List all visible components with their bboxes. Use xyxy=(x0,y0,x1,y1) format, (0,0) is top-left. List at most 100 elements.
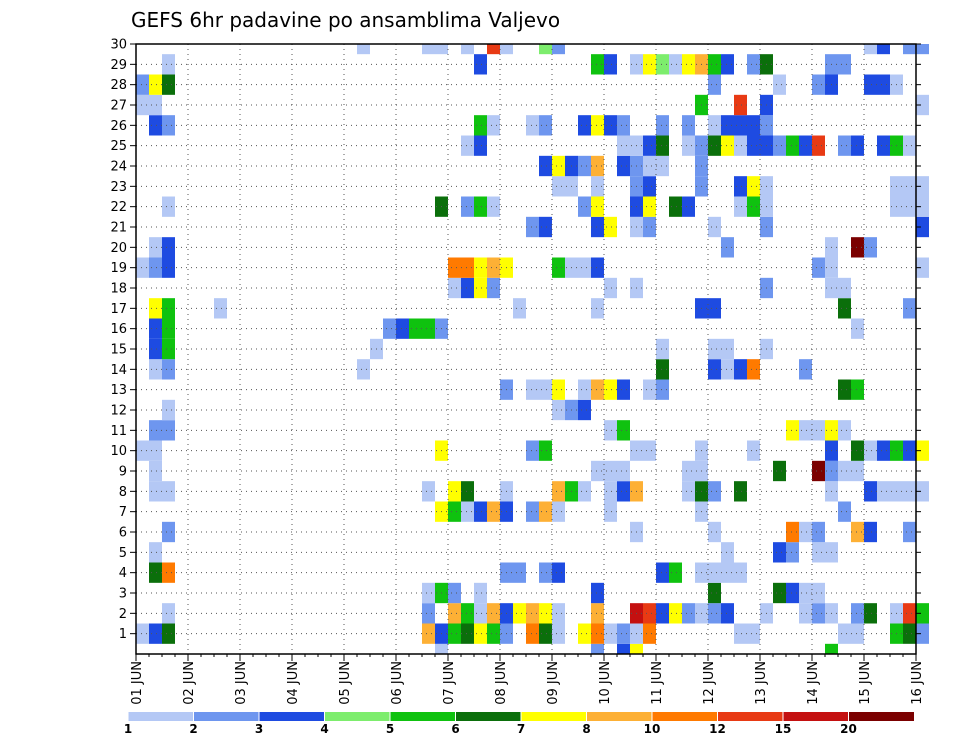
heatmap-cell xyxy=(357,359,370,380)
heatmap-cell xyxy=(864,521,877,543)
heatmap-cell xyxy=(682,54,695,75)
y-tick-label: 26 xyxy=(110,119,127,134)
heatmap-cell xyxy=(773,135,786,156)
heatmap-cell xyxy=(708,338,721,360)
heatmap-cell xyxy=(604,277,617,299)
y-tick-label: 9 xyxy=(119,465,127,480)
y-tick-label: 23 xyxy=(110,180,127,195)
x-tick-label: 05 JUN xyxy=(338,661,353,705)
heatmap-cell xyxy=(799,603,812,624)
heatmap-cell xyxy=(578,155,591,177)
heatmap-cell xyxy=(773,582,786,604)
heatmap-cell xyxy=(812,74,825,95)
heatmap-cell xyxy=(591,257,604,278)
heatmap-cell xyxy=(643,196,656,217)
y-axis-ticks: 1234567891011121314151617181920212223242… xyxy=(110,38,921,642)
heatmap-cell xyxy=(903,196,916,217)
heatmap-cell xyxy=(162,318,175,339)
heatmap-cell xyxy=(721,542,734,563)
heatmap-cell xyxy=(578,623,591,644)
heatmap-cell xyxy=(708,481,721,502)
heatmap-cell xyxy=(552,176,565,197)
heatmap-cell xyxy=(552,399,565,421)
heatmap-cell xyxy=(682,115,695,136)
heatmap-cell xyxy=(591,603,604,624)
x-tick-label: 03 JUN xyxy=(234,661,249,705)
heatmap-cell xyxy=(591,155,604,177)
heatmap-cell xyxy=(461,501,474,522)
heatmap-cell xyxy=(214,298,227,319)
heatmap-cell xyxy=(474,501,487,522)
legend-swatch xyxy=(586,712,652,721)
heatmap-cell xyxy=(851,318,864,339)
heatmap-cell xyxy=(838,501,851,522)
heatmap-cell xyxy=(903,603,916,624)
heatmap-cell xyxy=(149,94,162,116)
heatmap-cell xyxy=(721,603,734,624)
heatmap-cell xyxy=(604,623,617,644)
legend-label: 5 xyxy=(386,722,394,736)
heatmap-cell xyxy=(487,257,500,278)
heatmap-cell xyxy=(149,115,162,136)
heatmap-cell xyxy=(539,115,552,136)
heatmap-cell xyxy=(162,359,175,380)
heatmap-cell xyxy=(136,623,149,644)
heatmap-cell xyxy=(669,196,682,217)
heatmap-cell xyxy=(903,298,916,319)
legend-label: 3 xyxy=(255,722,263,736)
heatmap-cell xyxy=(526,603,539,624)
heatmap-cell xyxy=(708,562,721,583)
heatmap-cell xyxy=(552,481,565,502)
heatmap-cell xyxy=(747,135,760,156)
heatmap-cell xyxy=(734,359,747,380)
heatmap-cell xyxy=(474,277,487,299)
heatmap-cell xyxy=(552,623,565,644)
heatmap-cell xyxy=(578,196,591,217)
heatmap-cell xyxy=(591,54,604,75)
heatmap-cell xyxy=(149,440,162,461)
heatmap-cell xyxy=(448,582,461,604)
legend-swatch xyxy=(324,712,390,721)
color-legend: 1 2 3 4 5 6 7 8 10 12 15 20 xyxy=(124,712,914,736)
heatmap-cell xyxy=(838,277,851,299)
heatmap-cell xyxy=(812,420,825,441)
heatmap-cell xyxy=(422,603,435,624)
heatmap-cell xyxy=(617,420,630,441)
heatmap-cell xyxy=(591,298,604,319)
x-tick-label: 14 JUN xyxy=(806,661,821,705)
heatmap-cell xyxy=(747,359,760,380)
heatmap-cell xyxy=(162,399,175,421)
y-tick-label: 15 xyxy=(110,343,127,358)
heatmap-cell xyxy=(487,196,500,217)
heatmap-cell xyxy=(513,298,526,319)
heatmap-cell xyxy=(422,582,435,604)
x-tick-label: 10 JUN xyxy=(598,661,613,705)
heatmap-cell xyxy=(721,54,734,75)
heatmap-cell xyxy=(851,379,864,400)
heatmap-cell xyxy=(149,318,162,339)
heatmap-cell xyxy=(643,176,656,197)
heatmap-cell xyxy=(591,115,604,136)
heatmap-cell xyxy=(591,216,604,238)
heatmap-cell xyxy=(617,379,630,400)
heatmap-cell xyxy=(903,440,916,461)
heatmap-cell xyxy=(448,501,461,522)
heatmap-cell xyxy=(812,582,825,604)
heatmap-cell xyxy=(149,338,162,360)
heatmap-cell xyxy=(149,420,162,441)
heatmap-cell xyxy=(461,603,474,624)
heatmap-cell xyxy=(721,562,734,583)
y-tick-label: 24 xyxy=(110,160,127,175)
heatmap-cell xyxy=(851,623,864,644)
heatmap-cell xyxy=(656,115,669,136)
y-tick-label: 28 xyxy=(110,78,127,93)
heatmap-cell xyxy=(591,460,604,482)
heatmap-cell xyxy=(903,44,916,55)
y-tick-label: 13 xyxy=(110,383,127,398)
heatmap-cell xyxy=(617,623,630,644)
y-tick-label: 27 xyxy=(110,99,127,114)
heatmap-cell xyxy=(448,257,461,278)
heatmap-cell xyxy=(539,216,552,238)
heatmap-cell xyxy=(539,562,552,583)
heatmap-cell xyxy=(916,257,929,278)
